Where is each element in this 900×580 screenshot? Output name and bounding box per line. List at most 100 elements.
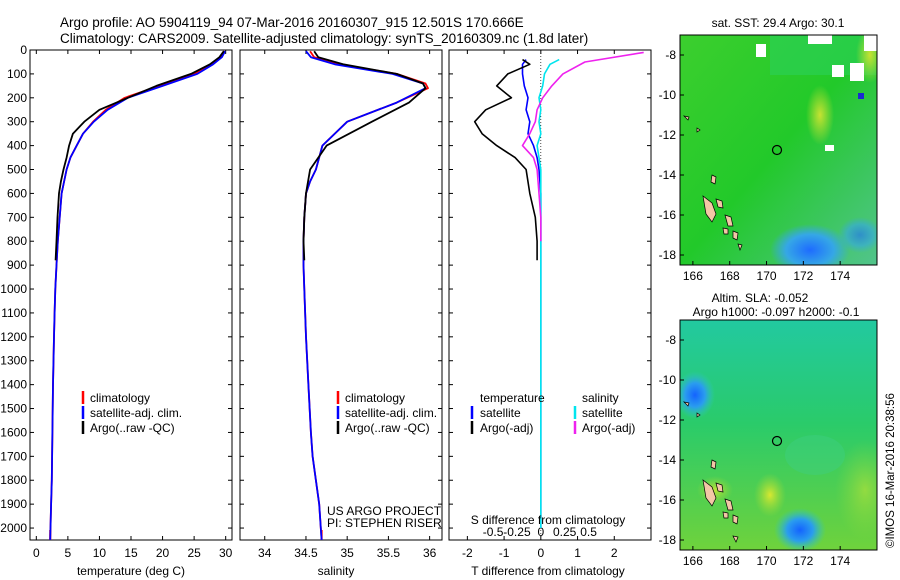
series-line-argo-raw-qc [302, 50, 427, 261]
y-tick-label: 1700 [0, 449, 27, 463]
x-tick-label: 30 [219, 546, 233, 560]
temperature-xlabel: temperature (deg C) [77, 564, 185, 578]
map-x-tick-label: 170 [757, 554, 777, 568]
difference-series [473, 51, 644, 528]
x-tick-label: 10 [93, 546, 107, 560]
y-tick-label: 1900 [0, 497, 27, 511]
map-y-tick-label: -14 [659, 453, 677, 467]
salinity-legend: climatology satellite-adj. clim. Argo(..… [336, 391, 437, 435]
top-x-tick-label: -0.5 [483, 525, 504, 539]
salinity-xlabel: salinity [318, 564, 355, 578]
temperature-plot-frame [29, 49, 233, 541]
legend-label-temp-argo: Argo(-adj) [480, 421, 533, 435]
x-tick-label: 25 [187, 546, 201, 560]
sla-map-axis-ticks: 166 168 170 172 174 -8 -10 -12 -14 -16 -18 [659, 333, 851, 568]
map-y-tick-label: -18 [659, 533, 677, 547]
map-x-tick-label: 168 [720, 269, 740, 283]
y-tick-label: 300 [7, 115, 27, 129]
argo-float-marker-icon [771, 435, 783, 447]
map-y-tick-label: -16 [659, 493, 677, 507]
y-tick-label: 1100 [1, 306, 27, 320]
sst-map-field [680, 35, 877, 265]
y-tick-label: 1600 [0, 425, 27, 439]
series-line-argo-raw-qc [54, 50, 225, 261]
sla-map-frame [679, 319, 878, 551]
x-tick-label: 15 [124, 546, 138, 560]
x-tick-label: -1 [499, 546, 510, 560]
legend-label-satellite: satellite-adj. clim. [345, 406, 437, 420]
sst-map-title: sat. SST: 29.4 Argo: 30.1 [712, 16, 845, 30]
y-tick-label: 1800 [0, 473, 27, 487]
y-tick-label: 2000 [0, 521, 27, 535]
legend-label-argo: Argo(..raw -QC) [90, 421, 175, 435]
y-tick-label: 1000 [0, 282, 27, 296]
y-tick-label: 700 [7, 210, 27, 224]
x-tick-label: 0 [537, 546, 544, 560]
legend-title-temperature: temperature [480, 391, 545, 405]
series-line-salinity-satellite [536, 58, 560, 528]
map-y-tick-label: -16 [659, 208, 677, 222]
sla-map-panel: Altim. SLA: -0.052 Argo h1000: -0.097 h2… [659, 291, 878, 568]
y-tick-label: 200 [7, 91, 27, 105]
map-x-tick-label: 170 [757, 269, 777, 283]
map-y-tick-label: -14 [659, 168, 677, 182]
map-y-tick-label: -8 [665, 48, 676, 62]
legend-label-temp-satellite: satellite [480, 406, 521, 420]
map-y-tick-label: -12 [659, 128, 677, 142]
temperature-legend: climatology satellite-adj. clim. Argo(..… [81, 391, 182, 435]
temperature-axis-ticks: 0100200300400500600700800900100011001200… [0, 43, 232, 560]
x-tick-label: 1 [574, 546, 581, 560]
pi-credit: PI: STEPHEN RISER [327, 516, 442, 530]
map-y-tick-label: -10 [659, 88, 677, 102]
y-tick-label: 1500 [0, 402, 27, 416]
y-tick-label: 600 [7, 186, 27, 200]
temperature-series [49, 50, 226, 541]
difference-plot-frame [448, 49, 652, 541]
legend-title-salinity: salinity [582, 391, 619, 405]
difference-top-label: S difference from climatology [471, 513, 626, 527]
y-tick-label: 1300 [0, 354, 27, 368]
map-x-tick-label: 174 [830, 269, 850, 283]
y-tick-label: 900 [7, 258, 27, 272]
figure-subtitle: Climatology: CARS2009. Satellite-adjuste… [60, 31, 588, 46]
sla-map-islands [682, 401, 739, 543]
legend-label-satellite: satellite-adj. clim. [90, 406, 182, 420]
map-y-tick-label: -18 [659, 248, 677, 262]
salinity-axis-ticks: 34 34.5 35 35.5 36 [240, 49, 442, 560]
sla-map-field [680, 320, 877, 550]
legend-label-climatology: climatology [345, 391, 405, 405]
map-x-tick-label: 166 [683, 554, 703, 568]
y-tick-label: 800 [7, 234, 27, 248]
series-line-salinity-argo-adj [521, 51, 644, 242]
temperature-panel: 0100200300400500600700800900100011001200… [0, 43, 232, 578]
map-y-tick-label: -8 [665, 333, 676, 347]
x-tick-label: 20 [156, 546, 170, 560]
difference-legend: temperature salinity satellite Argo(-adj… [470, 391, 635, 435]
top-x-tick-label: 0 [537, 525, 544, 539]
map-x-tick-label: 172 [793, 554, 813, 568]
y-tick-label: 1200 [0, 330, 27, 344]
x-tick-label: 35 [341, 546, 355, 560]
x-tick-label: -2 [462, 546, 473, 560]
series-line-satellite-adj-clim [49, 50, 226, 541]
y-tick-label: 500 [7, 163, 27, 177]
series-line-temperature-argo-adj [473, 58, 538, 261]
legend-label-climatology: climatology [90, 391, 150, 405]
legend-label-argo: Argo(..raw -QC) [345, 421, 430, 435]
sst-map-frame [679, 34, 878, 266]
sst-map-axis-ticks: 166 168 170 172 174 -8 -10 -12 -14 -16 -18 [659, 48, 851, 283]
x-tick-label: 2 [611, 546, 618, 560]
map-y-tick-label: -12 [659, 413, 677, 427]
salinity-plot-frame [239, 49, 443, 541]
x-tick-label: 34.5 [294, 546, 318, 560]
figure-title: Argo profile: AO 5904119_94 07-Mar-2016 … [60, 15, 524, 30]
difference-xlabel: T difference from climatology [471, 564, 625, 578]
sst-map-panel: sat. SST: 29.4 Argo: 30.1 [659, 16, 878, 283]
map-x-tick-label: 174 [830, 554, 850, 568]
top-x-tick-label: 0.5 [580, 525, 597, 539]
legend-label-sal-argo: Argo(-adj) [582, 421, 635, 435]
imos-watermark: ©IMOS 16-Mar-2016 20:38:56 [885, 393, 897, 548]
map-y-tick-label: -10 [659, 373, 677, 387]
y-tick-label: 400 [7, 139, 27, 153]
difference-panel: -2 -1 0 1 2 -0.5 -0.25 0 0.25 0.5 S difference fr… [448, 49, 652, 578]
